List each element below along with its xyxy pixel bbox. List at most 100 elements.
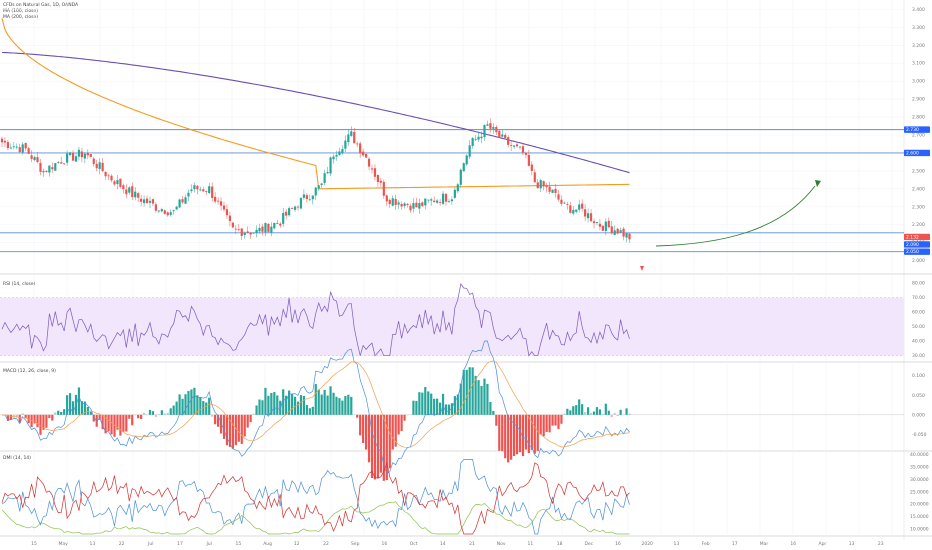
macd-histogram-bar [436,398,439,415]
candle-body [533,172,536,183]
macd-histogram-bar [282,389,285,415]
candle-body [359,143,362,154]
candle-body [267,223,270,232]
macd-histogram-bar [592,411,596,415]
rsi-pane[interactable] [0,283,904,357]
candle-body [436,200,439,203]
candle-body [175,206,178,210]
macd-histogram-bar [110,414,113,435]
candle-body [311,195,314,200]
projection-curve [655,185,816,247]
macd-histogram-bar [305,404,308,415]
macd-histogram-bar [554,414,557,426]
macd-histogram-bar [438,402,442,415]
candle-body [60,162,63,164]
candle-body [110,175,113,181]
macd-histogram-bar [252,413,255,415]
time-axis-label: 15 [236,541,242,547]
macd-histogram-bar [160,410,163,415]
price-axis-label: 3.400 [912,7,925,13]
price-tag-box [904,126,930,133]
candle-body [441,193,445,204]
projection-arrowhead [815,180,821,187]
legend-macd: MACD (12, 26, close, 9) [3,369,56,374]
macd-histogram-bar [172,405,175,415]
candle-body [42,170,45,173]
candle-body [498,130,501,138]
rsi-axis-label: 80.00 [912,281,925,287]
macd-histogram-bar [214,414,217,425]
candle-body [255,229,258,234]
axes: 3.400 3.300 3.200 3.100 3.000 2.900 2.800 2.700… [31,7,930,547]
time-axis-label: Sep [351,541,360,547]
macd-histogram-bar [92,414,95,422]
candle-body [252,232,255,234]
candle-body [610,226,613,234]
macd-histogram-bar [332,392,335,415]
candle-body [376,175,380,183]
macd-histogram-bar [228,414,232,447]
time-axis-label: 17 [732,541,738,547]
candle-body [486,124,489,126]
candle-body [483,125,486,138]
time-axis-label: 12 [294,541,300,547]
macd-histogram-bar [589,412,593,415]
macd-histogram-bar [409,414,412,415]
candle-body [299,197,303,209]
macd-histogram-bar [314,384,317,415]
macd-histogram-bar [533,414,536,454]
rsi-line [1,283,630,357]
candle-body [249,232,252,235]
candle-body [492,127,495,129]
macd-histogram-bar [302,395,306,415]
candle-body [515,144,519,147]
dmi-pane[interactable] [1,459,630,535]
candle-body [151,199,155,204]
time-axis-label: Nov [497,541,506,547]
macd-histogram-bar [444,404,448,415]
macd-histogram-bar [356,414,359,418]
candle-body [406,203,409,206]
dmi-axis-label: 35.0000 [910,464,929,470]
candle-body [54,163,57,171]
macd-histogram-bar [54,412,57,415]
candle-body [370,168,374,170]
price-pane[interactable] [0,18,904,271]
macd-histogram-bar [142,412,146,415]
candle-body [243,232,246,235]
candle-body [107,175,110,177]
macd-histogram-bar [196,395,199,415]
macd-histogram-bar [128,414,131,419]
macd-axis-label: 0.000 [912,412,925,418]
ma200-line [1,51,630,174]
candle-body [388,199,391,205]
candle-body [285,211,288,216]
time-axis-label: 15 [31,541,37,547]
macd-histogram-bar [83,401,86,415]
candle-body [187,192,190,197]
macd-histogram-bar [24,414,27,418]
macd-pane[interactable] [0,340,904,481]
candle-body [276,223,279,224]
candle-body [462,163,465,172]
macd-histogram-bar [524,414,528,450]
dmi-axis-label: 40.0000 [910,452,929,458]
macd-histogram-bar [498,414,501,451]
legend-ma100: MA (100, close) [3,9,38,14]
macd-histogram-bar [154,414,158,417]
signal-line [1,360,630,448]
price-axis-label: 3.200 [912,43,925,49]
price-tag-label: 2.730 [906,127,919,133]
macd-histogram-bar [335,396,338,415]
candle-body [273,222,276,229]
candle-body [154,204,158,211]
candle-body [480,136,483,139]
macd-histogram-bar [77,387,81,415]
candle-body [214,196,217,202]
candle-body [6,142,10,149]
candle-body [21,144,24,153]
macd-histogram-bar [216,414,220,427]
macd-histogram-bar [510,414,513,460]
candle-body [140,198,143,202]
